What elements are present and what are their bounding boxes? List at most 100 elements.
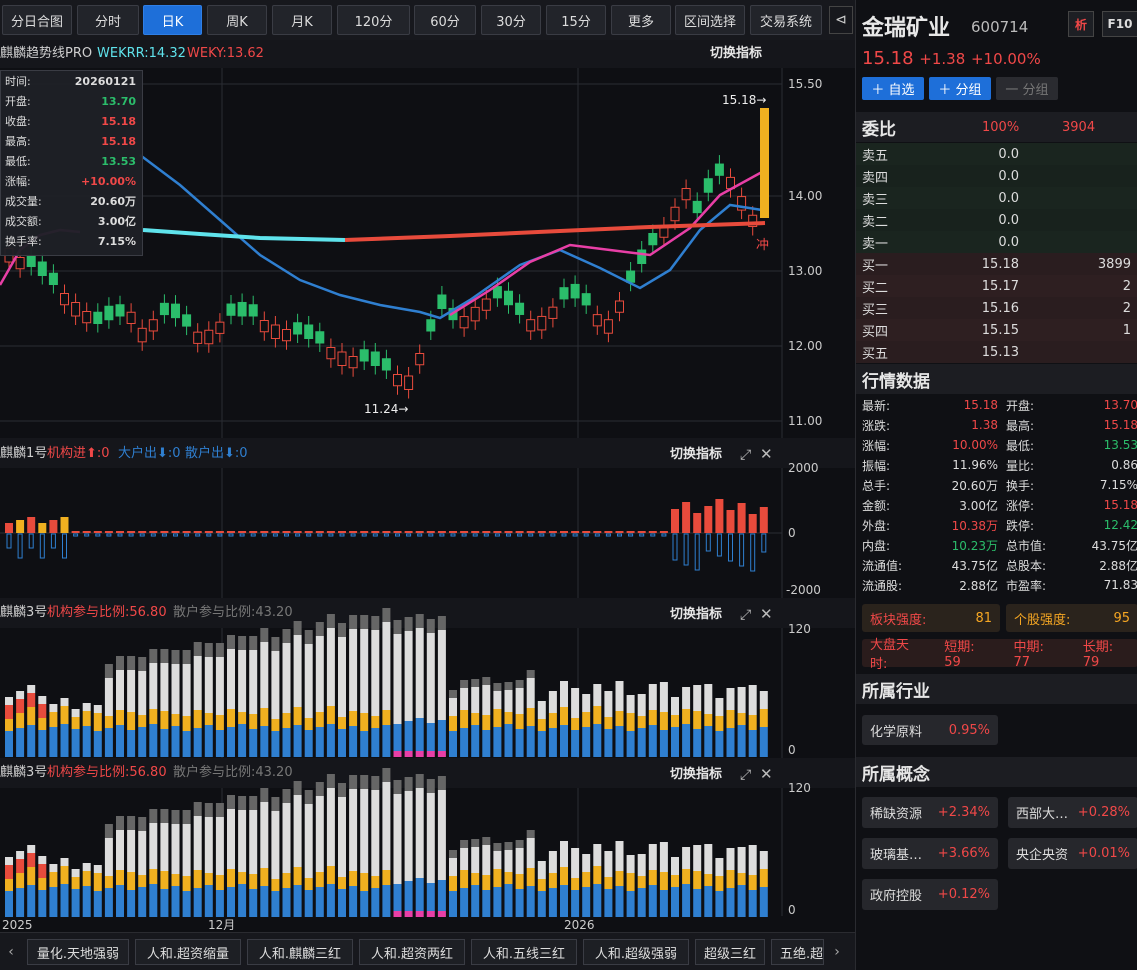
- blue-segment: [60, 724, 69, 757]
- panel2-switch-indicator[interactable]: 切换指标: [670, 606, 722, 622]
- outflow-bar: [217, 533, 223, 537]
- outflow-bar: [62, 533, 67, 559]
- last-candle-highlight: [760, 108, 769, 218]
- tab-combined[interactable]: 分日合图: [2, 5, 72, 35]
- yellow-segment: [548, 873, 557, 888]
- panel1-close-icon[interactable]: ✕: [760, 445, 773, 463]
- sidebar-toggle-icon[interactable]: ⊲: [829, 6, 853, 34]
- yellow-segment: [227, 869, 235, 887]
- f10-button[interactable]: F10: [1102, 11, 1137, 37]
- tab-15min[interactable]: 15分: [546, 5, 606, 35]
- scroll-right-icon[interactable]: ›: [834, 944, 840, 960]
- industry-item[interactable]: 化学原料 0.95%: [862, 715, 998, 745]
- analysis-button[interactable]: 析: [1068, 11, 1094, 37]
- blue-segment: [215, 890, 224, 917]
- candle-tooltip: 时间: 20260121 开盘: 13.70 收盘: 15.18 最高: 15.18 最低: 13…: [0, 70, 143, 256]
- yellow-segment: [693, 711, 702, 729]
- remove-group-button[interactable]: 一 分组: [996, 77, 1058, 100]
- candle-body: [71, 302, 81, 317]
- tab-trading-system[interactable]: 交易系统: [750, 5, 822, 35]
- yellow-segment: [138, 715, 147, 727]
- white-segment: [304, 644, 313, 718]
- blue-segment: [260, 726, 269, 757]
- strategy-tab-8[interactable]: 五绝.超: [771, 939, 824, 965]
- yellow-segment: [504, 872, 513, 884]
- candle-body: [681, 188, 691, 201]
- panel3-expand-icon[interactable]: ⤢: [740, 767, 751, 783]
- market-field-key: 涨跌:: [862, 418, 891, 433]
- candle-body: [548, 306, 558, 319]
- x-label-dec: 12月: [208, 918, 235, 930]
- panel1-expand-icon[interactable]: ⤢: [740, 447, 751, 463]
- tab-range-select[interactable]: 区间选择: [675, 5, 745, 35]
- panel2-close-icon[interactable]: ✕: [760, 605, 773, 623]
- white-segment: [426, 633, 435, 723]
- tooltip-row: 开盘: 13.70: [1, 91, 142, 111]
- outflow-bar: [6, 533, 12, 549]
- tooltip-row: 时间: 20260121: [1, 71, 142, 91]
- concept-item[interactable]: 政府控股 +0.12%: [862, 879, 998, 910]
- strategy-tab-6[interactable]: 人和.超级强弱: [583, 939, 689, 965]
- white-segment: [560, 681, 568, 707]
- blue-segment: [615, 726, 624, 757]
- inflow-bar: [204, 531, 213, 533]
- ask-row: 卖五 0.0: [856, 143, 1137, 165]
- yellow-segment: [604, 877, 613, 889]
- tab-weekly-k[interactable]: 周K: [207, 5, 267, 35]
- tab-intraday[interactable]: 分时: [77, 5, 139, 35]
- strategy-tab-5[interactable]: 人和.五线三红: [471, 939, 577, 965]
- panel3-close-icon[interactable]: ✕: [760, 765, 773, 783]
- red-segment: [27, 693, 36, 707]
- yellow-segment: [5, 879, 13, 891]
- strategy-tab-3[interactable]: 人和.麒麟三红: [247, 939, 353, 965]
- market-field-key: 金额:: [862, 498, 891, 513]
- candle-body: [581, 293, 591, 306]
- ma-line-pink: [449, 170, 763, 317]
- tab-daily-k[interactable]: 日K: [143, 5, 202, 35]
- strategy-tab-4[interactable]: 人和.超资两红: [359, 939, 465, 965]
- strategy-tab-7[interactable]: 超级三红: [695, 939, 765, 965]
- yellow-segment: [326, 706, 335, 724]
- white-segment: [171, 664, 180, 714]
- panel3-inst-ratio: 机构参与比例:56.80: [47, 764, 167, 780]
- blue-segment: [426, 723, 435, 751]
- scroll-left-icon[interactable]: ‹: [8, 944, 14, 960]
- tab-120min[interactable]: 120分: [337, 5, 410, 35]
- strategy-tab-1[interactable]: 量化.天地强弱: [27, 939, 129, 965]
- blue-segment: [693, 889, 702, 917]
- add-watchlist-button[interactable]: ＋ 自选: [862, 77, 924, 100]
- white-segment: [526, 838, 535, 868]
- panel1-switch-indicator[interactable]: 切换指标: [670, 446, 722, 462]
- yellow-segment: [260, 868, 269, 886]
- yellow-segment: [748, 715, 757, 730]
- panel3-switch-indicator[interactable]: 切换指标: [670, 766, 722, 782]
- blue-segment: [582, 727, 591, 757]
- candle-body: [515, 302, 525, 315]
- concept-item[interactable]: 央企央资 +0.01%: [1008, 838, 1137, 869]
- blue-segment: [415, 878, 424, 911]
- white-segment: [571, 848, 580, 878]
- inflow-bar: [293, 531, 302, 533]
- gray-segment: [204, 803, 213, 817]
- white-segment: [227, 809, 235, 869]
- concept-item[interactable]: 西部大… +0.28%: [1008, 797, 1137, 828]
- inflow-bar: [93, 531, 102, 533]
- tab-more[interactable]: 更多: [611, 5, 671, 35]
- strategy-tab-2[interactable]: 人和.超资缩量: [135, 939, 241, 965]
- main-switch-indicator[interactable]: 切换指标: [710, 45, 762, 61]
- tab-30min[interactable]: 30分: [481, 5, 541, 35]
- concept-item[interactable]: 稀缺资源 +2.34%: [862, 797, 998, 828]
- blue-segment: [437, 880, 446, 911]
- concept-item[interactable]: 玻璃基… +3.66%: [862, 838, 998, 869]
- tab-monthly-k[interactable]: 月K: [272, 5, 332, 35]
- blue-segment: [671, 887, 679, 917]
- panel2-expand-icon[interactable]: ⤢: [740, 607, 751, 623]
- level-price: 15.18: [981, 256, 1019, 272]
- outflow-bar: [528, 533, 534, 537]
- white-segment: [637, 854, 646, 876]
- tab-60min[interactable]: 60分: [414, 5, 476, 35]
- blue-segment: [282, 728, 291, 757]
- blue-segment: [593, 724, 602, 757]
- add-group-button[interactable]: ＋ 分组: [929, 77, 991, 100]
- candle-body: [648, 233, 658, 246]
